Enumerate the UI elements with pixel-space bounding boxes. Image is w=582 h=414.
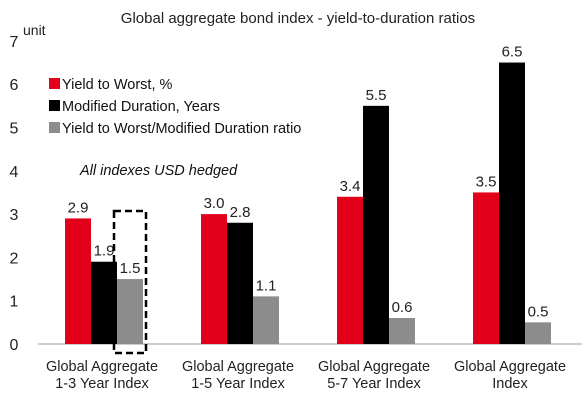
- category-label: 1-3 Year Index: [55, 376, 149, 392]
- category-label: Global Aggregate: [182, 359, 294, 375]
- bar: [201, 214, 227, 344]
- category-label: Global Aggregate: [46, 359, 158, 375]
- data-label: 5.5: [366, 87, 387, 104]
- y-tick-label: 4: [10, 164, 19, 181]
- category-label: Global Aggregate: [318, 359, 430, 375]
- category-label: 1-5 Year Index: [191, 376, 285, 392]
- data-label: 6.5: [502, 44, 523, 61]
- legend-swatch: [49, 100, 60, 111]
- y-tick-label: 5: [10, 121, 19, 138]
- data-label: 2.9: [68, 199, 89, 216]
- bars: 2.9 1.9 1.5 3.0 2.8 1.1 3.4 5.5 0.6 3.5 6.5 0.5: [65, 44, 551, 355]
- data-label: 3.5: [476, 173, 497, 190]
- data-label: 1.1: [256, 277, 277, 294]
- bar: [525, 322, 551, 344]
- data-label: 3.4: [340, 178, 361, 195]
- y-tick-label: 7: [10, 34, 19, 51]
- bar: [499, 62, 525, 345]
- category-label: Global Aggregate: [454, 359, 566, 375]
- legend: Yield to Worst, % Modified Duration, Year…: [49, 77, 301, 137]
- highlight-box: [112, 209, 148, 355]
- y-tick-label: 2: [10, 250, 19, 267]
- data-label: 0.5: [528, 303, 549, 320]
- bar: [65, 218, 91, 344]
- chart-title: Global aggregate bond index - yield-to-d…: [121, 10, 475, 27]
- y-axis-unit-label: unit: [23, 22, 46, 38]
- legend-swatch: [49, 78, 60, 89]
- y-tick-label: 1: [10, 294, 19, 311]
- legend-entry: Yield to Worst, %: [62, 77, 173, 93]
- data-label: 3.0: [204, 195, 225, 212]
- legend-swatch: [49, 122, 60, 133]
- y-tick-label: 6: [10, 77, 19, 94]
- bar: [91, 261, 117, 344]
- data-label: 1.5: [120, 260, 141, 277]
- bar: [337, 196, 363, 344]
- legend-entry: Modified Duration, Years: [62, 99, 220, 115]
- y-tick-label: 3: [10, 207, 19, 224]
- bar: [389, 318, 415, 344]
- y-tick-label: 0: [10, 337, 19, 354]
- category-label: Index: [492, 376, 528, 392]
- data-label: 0.6: [392, 299, 413, 316]
- data-label: 1.9: [94, 243, 115, 260]
- data-label: 2.8: [230, 204, 251, 221]
- legend-entry: Yield to Worst/Modified Duration ratio: [62, 121, 301, 137]
- bar: [227, 222, 253, 344]
- bar: [363, 105, 389, 344]
- bar: [117, 279, 143, 344]
- bar: [473, 192, 499, 344]
- bar: [253, 296, 279, 344]
- chart-annotation: All indexes USD hedged: [79, 163, 238, 179]
- category-label: 5-7 Year Index: [327, 376, 421, 392]
